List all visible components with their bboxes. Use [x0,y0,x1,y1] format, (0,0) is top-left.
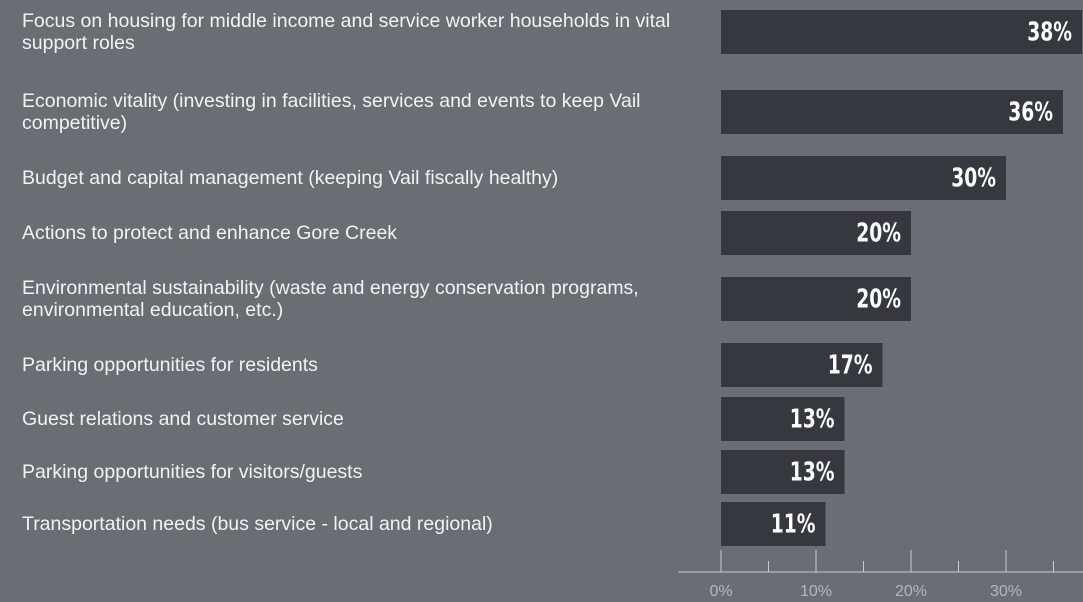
x-tick-label: 0% [709,583,732,600]
category-label: Budget and capital management (keeping V… [22,167,559,189]
x-tick-label: 10% [800,583,832,600]
bar [721,277,911,321]
bar [721,156,1006,200]
category-label: Environmental sustainability (waste and … [22,277,639,321]
value-label: 13% [790,405,835,435]
category-label: Actions to protect and enhance Gore Cree… [22,222,398,244]
category-label: Parking opportunities for visitors/guest… [22,461,363,483]
value-label: 13% [790,458,835,488]
bar [721,211,911,255]
value-label: 17% [828,351,873,381]
category-label: Economic vitality (investing in faciliti… [22,90,641,134]
category-label: Parking opportunities for residents [22,354,318,376]
x-tick-label: 20% [895,583,927,600]
x-tick-label: 30% [990,583,1022,600]
bar [721,502,826,546]
category-label: Transportation needs (bus service - loca… [22,513,493,535]
bar [721,397,845,441]
bar [721,343,883,387]
bar [721,10,1082,54]
value-label: 36% [1008,98,1053,128]
bar [721,90,1063,134]
category-label: Focus on housing for middle income and s… [22,10,671,54]
bar [721,450,845,494]
value-label: 20% [856,219,901,249]
value-label: 11% [771,510,816,540]
value-label: 38% [1027,18,1072,48]
value-label: 20% [856,285,901,315]
value-label: 30% [951,164,996,194]
category-label: Guest relations and customer service [22,408,344,430]
